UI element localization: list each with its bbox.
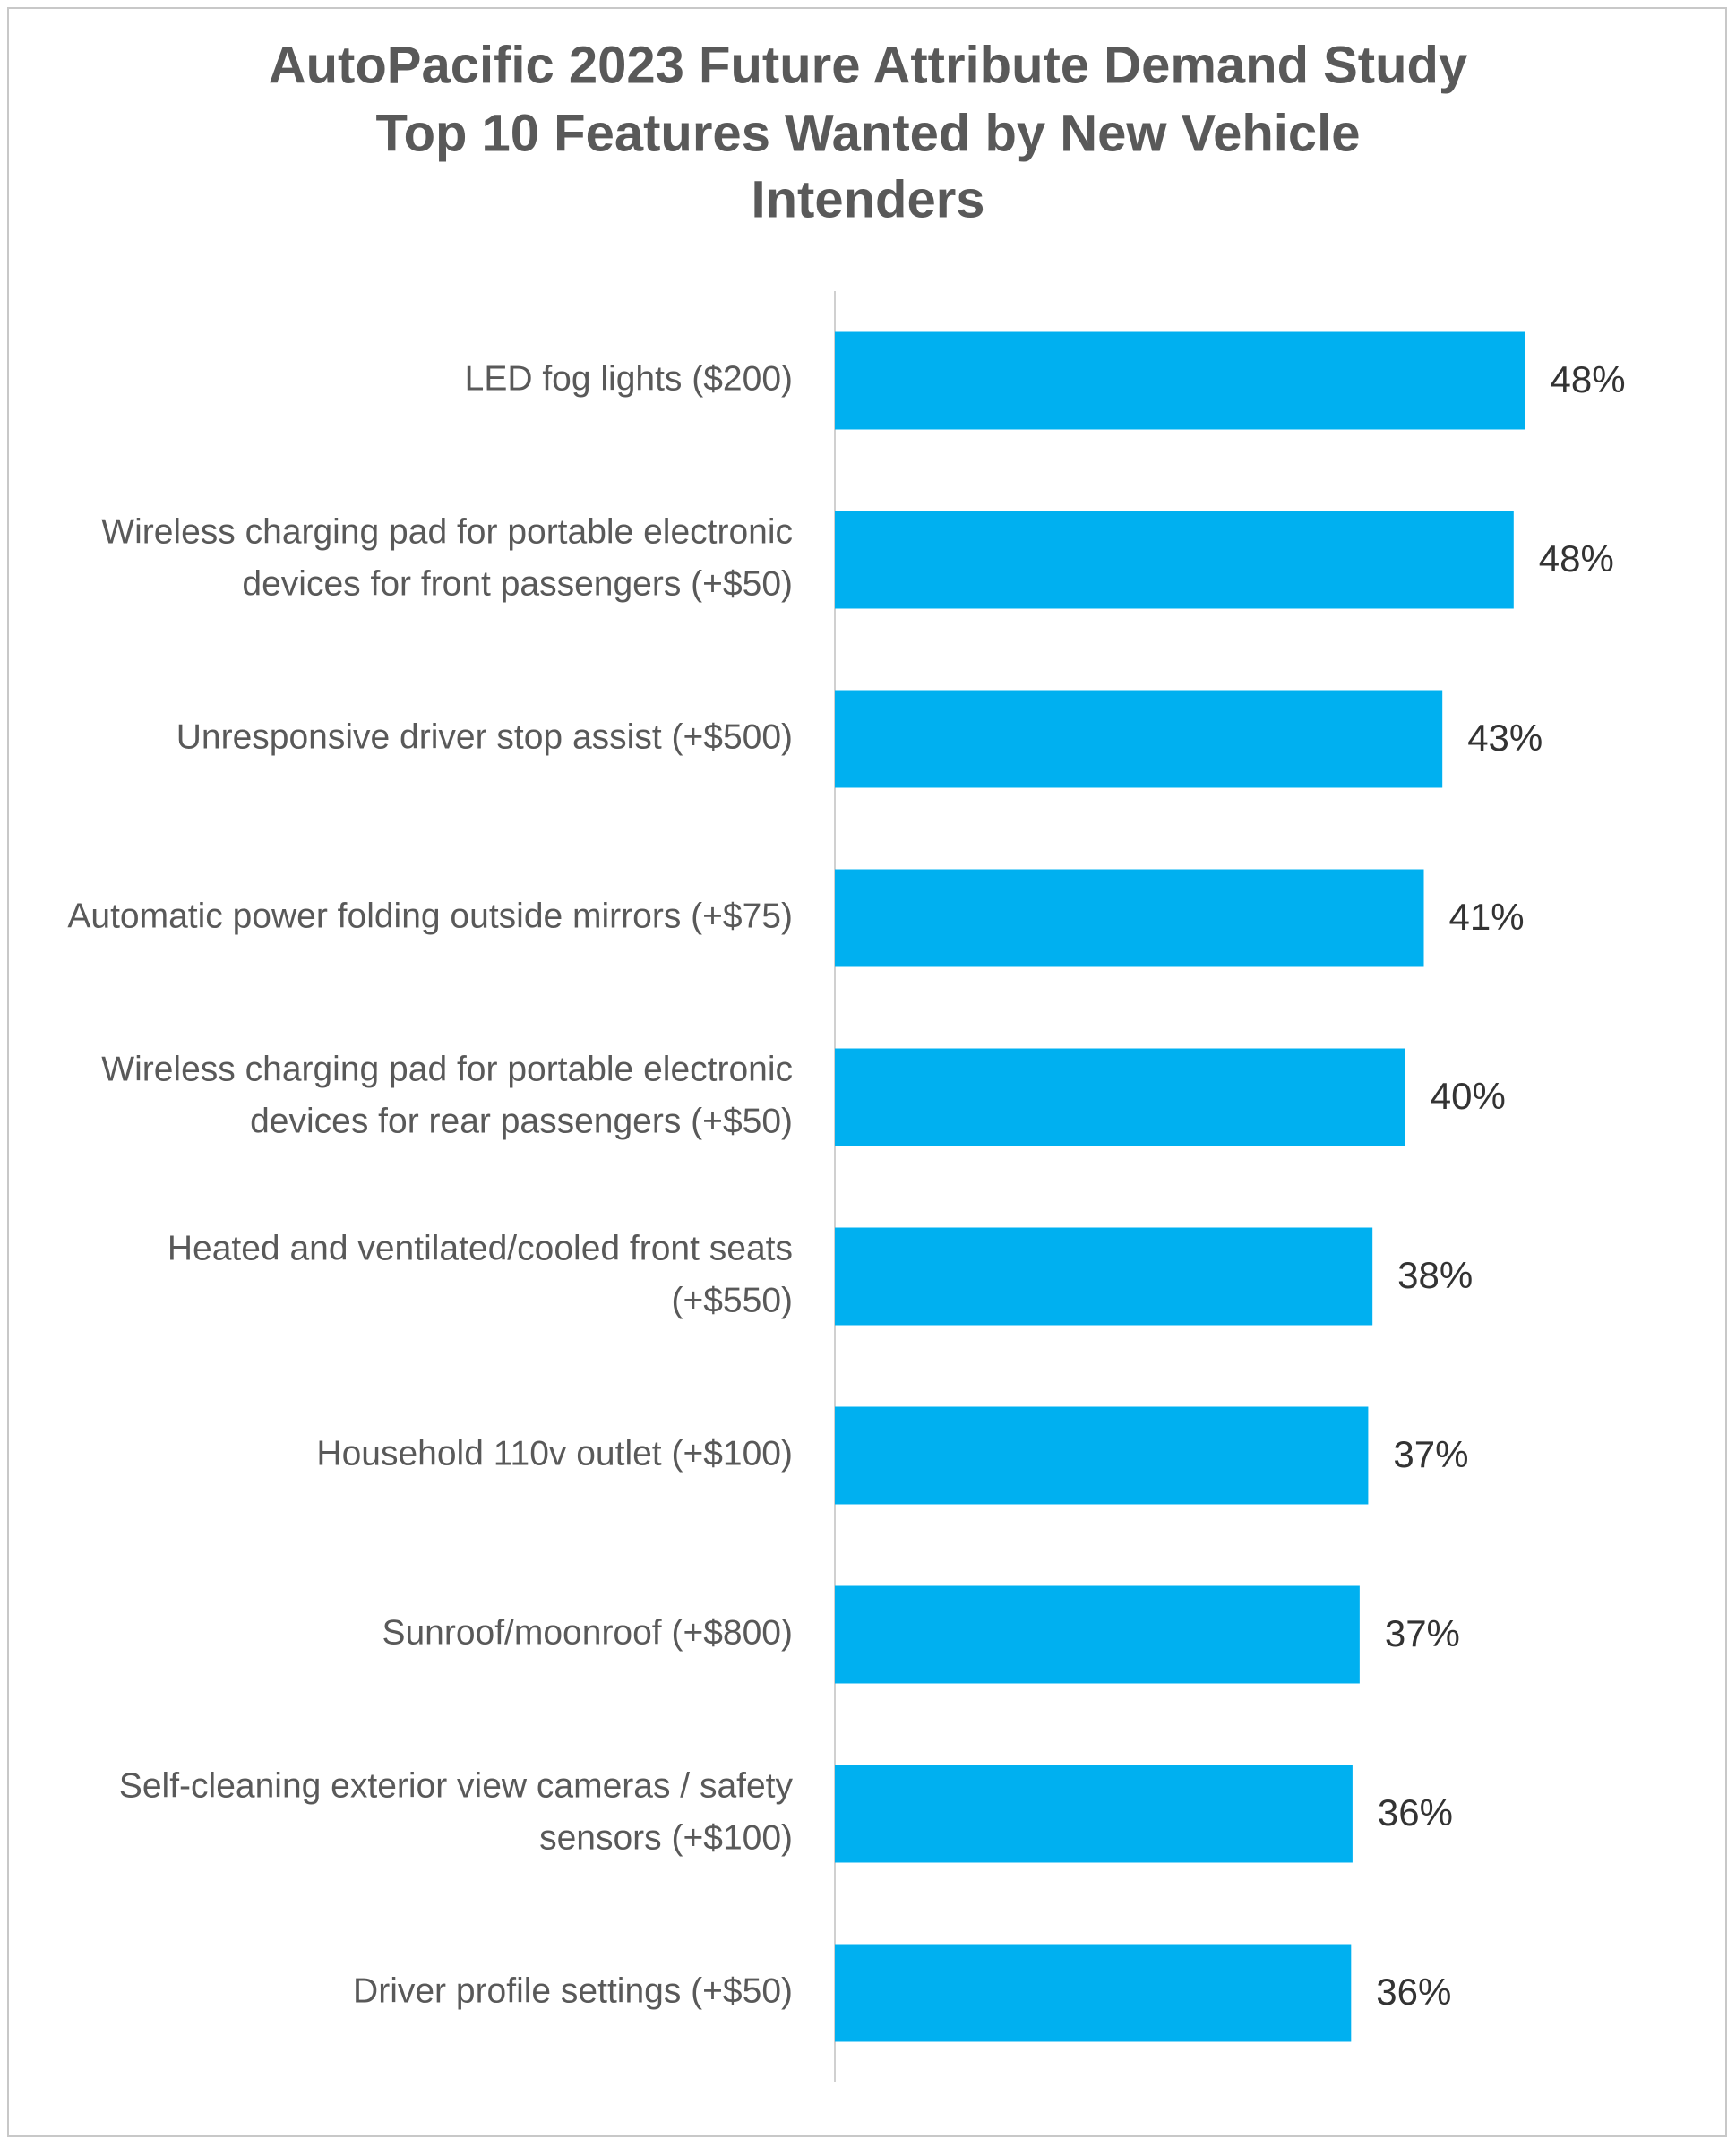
y-tick-label: Driver profile settings (+$50)	[353, 1971, 793, 2010]
bar	[835, 1765, 1353, 1863]
value-label: 48%	[1551, 358, 1626, 400]
y-tick-label: Unresponsive driver stop assist (+$500)	[176, 717, 793, 756]
bar	[835, 1227, 1373, 1326]
y-tick-label: Heated and ventilated/cooled front seats	[168, 1229, 793, 1267]
y-tick-label: Self-cleaning exterior view cameras / sa…	[119, 1766, 794, 1805]
y-tick-label: LED fog lights ($200)	[465, 359, 793, 398]
value-label: 48%	[1539, 537, 1614, 580]
bar	[835, 1585, 1360, 1684]
y-tick-label: Automatic power folding outside mirrors …	[67, 897, 793, 935]
y-tick-label: Sunroof/moonroof (+$800)	[382, 1613, 793, 1652]
chart-title: Intenders	[751, 170, 984, 228]
bar	[835, 690, 1443, 788]
chart-title: Top 10 Features Wanted by New Vehicle	[375, 104, 1360, 162]
y-tick-label: Wireless charging pad for portable elect…	[101, 512, 793, 551]
value-label: 36%	[1378, 1791, 1453, 1834]
chart-title: AutoPacific 2023 Future Attribute Demand…	[269, 36, 1468, 94]
y-tick-label: (+$550)	[671, 1281, 793, 1319]
bar	[835, 511, 1514, 609]
value-label: 41%	[1448, 896, 1524, 938]
y-tick-label: devices for front passengers (+$50)	[242, 564, 793, 603]
y-tick-label: sensors (+$100)	[539, 1818, 793, 1857]
value-label: 38%	[1397, 1254, 1473, 1296]
y-tick-label: Household 110v outlet (+$100)	[316, 1434, 793, 1473]
value-label: 37%	[1393, 1433, 1468, 1475]
y-tick-label: Wireless charging pad for portable elect…	[101, 1050, 793, 1088]
value-label: 37%	[1385, 1612, 1460, 1654]
y-tick-label: devices for rear passengers (+$50)	[250, 1102, 793, 1140]
bar	[835, 1048, 1405, 1146]
bar	[835, 1406, 1369, 1505]
bar	[835, 869, 1424, 967]
value-label: 36%	[1376, 1971, 1451, 2013]
value-label: 43%	[1467, 717, 1543, 759]
value-label: 40%	[1431, 1075, 1506, 1117]
bar	[835, 1944, 1352, 2042]
bar	[835, 331, 1525, 430]
